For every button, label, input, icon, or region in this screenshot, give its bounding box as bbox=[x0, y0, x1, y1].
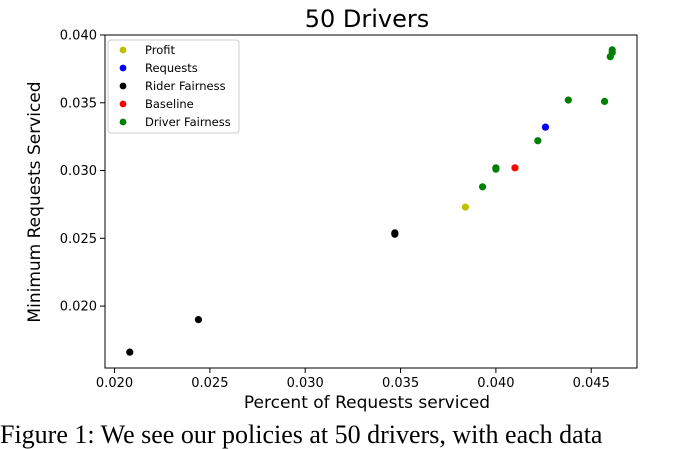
requests-point bbox=[541, 123, 550, 131]
legend-marker-requests bbox=[119, 64, 127, 72]
driver-fairness-point bbox=[608, 49, 616, 57]
legend-label-driver-fairness: Driver Fairness bbox=[145, 115, 231, 129]
legend-label-baseline: Baseline bbox=[145, 97, 194, 111]
figure-caption: Figure 1: We see our policies at 50 driv… bbox=[0, 420, 603, 449]
legend: Profit Requests Rider Fairness Baseline Driv… bbox=[107, 39, 240, 134]
x-tick-label: 0.035 bbox=[382, 376, 419, 391]
rider-fairness-point bbox=[194, 316, 203, 324]
profit-point bbox=[461, 203, 469, 211]
driver-fairness-point bbox=[600, 97, 609, 106]
x-tick-label: 0.025 bbox=[191, 376, 228, 391]
rider-fairness-point bbox=[126, 348, 134, 356]
legend-label-requests: Requests bbox=[145, 61, 198, 75]
x-tick-label: 0.040 bbox=[477, 376, 514, 391]
y-tick-label: 0.025 bbox=[60, 232, 97, 247]
y-tick-label: 0.035 bbox=[60, 96, 97, 111]
legend-label-rider-fairness: Rider Fairness bbox=[145, 79, 226, 93]
legend-marker-driver-fairness bbox=[119, 118, 127, 126]
legend-box bbox=[107, 39, 240, 134]
x-tick-label: 0.020 bbox=[96, 376, 133, 391]
y-tick-label: 0.040 bbox=[60, 29, 97, 44]
legend-marker-baseline bbox=[119, 100, 127, 108]
x-axis: 0.020 0.025 0.030 0.035 0.040 0.045 bbox=[96, 368, 610, 391]
y-axis: 0.020 0.025 0.030 0.035 0.040 bbox=[60, 29, 105, 315]
legend-marker-profit bbox=[119, 46, 127, 54]
y-tick-label: 0.030 bbox=[60, 164, 97, 179]
x-axis-label: Percent of Requests serviced bbox=[244, 393, 490, 413]
x-tick-label: 0.030 bbox=[287, 376, 324, 391]
y-axis-label: Minimum Requests Serviced bbox=[25, 81, 45, 322]
driver-fairness-point bbox=[478, 183, 487, 191]
rider-fairness-point bbox=[391, 229, 399, 237]
driver-fairness-point bbox=[564, 96, 572, 104]
legend-label-profit: Profit bbox=[145, 43, 175, 57]
x-tick-label: 0.045 bbox=[573, 376, 610, 391]
baseline-point bbox=[511, 164, 519, 172]
y-tick-label: 0.020 bbox=[60, 300, 97, 315]
driver-fairness-point bbox=[534, 137, 542, 145]
legend-marker-rider-fairness bbox=[119, 82, 127, 90]
driver-fairness-point bbox=[492, 164, 500, 172]
data-points bbox=[126, 46, 616, 356]
chart-title: 50 Drivers bbox=[305, 5, 430, 33]
plot-area-frame bbox=[104, 34, 638, 369]
